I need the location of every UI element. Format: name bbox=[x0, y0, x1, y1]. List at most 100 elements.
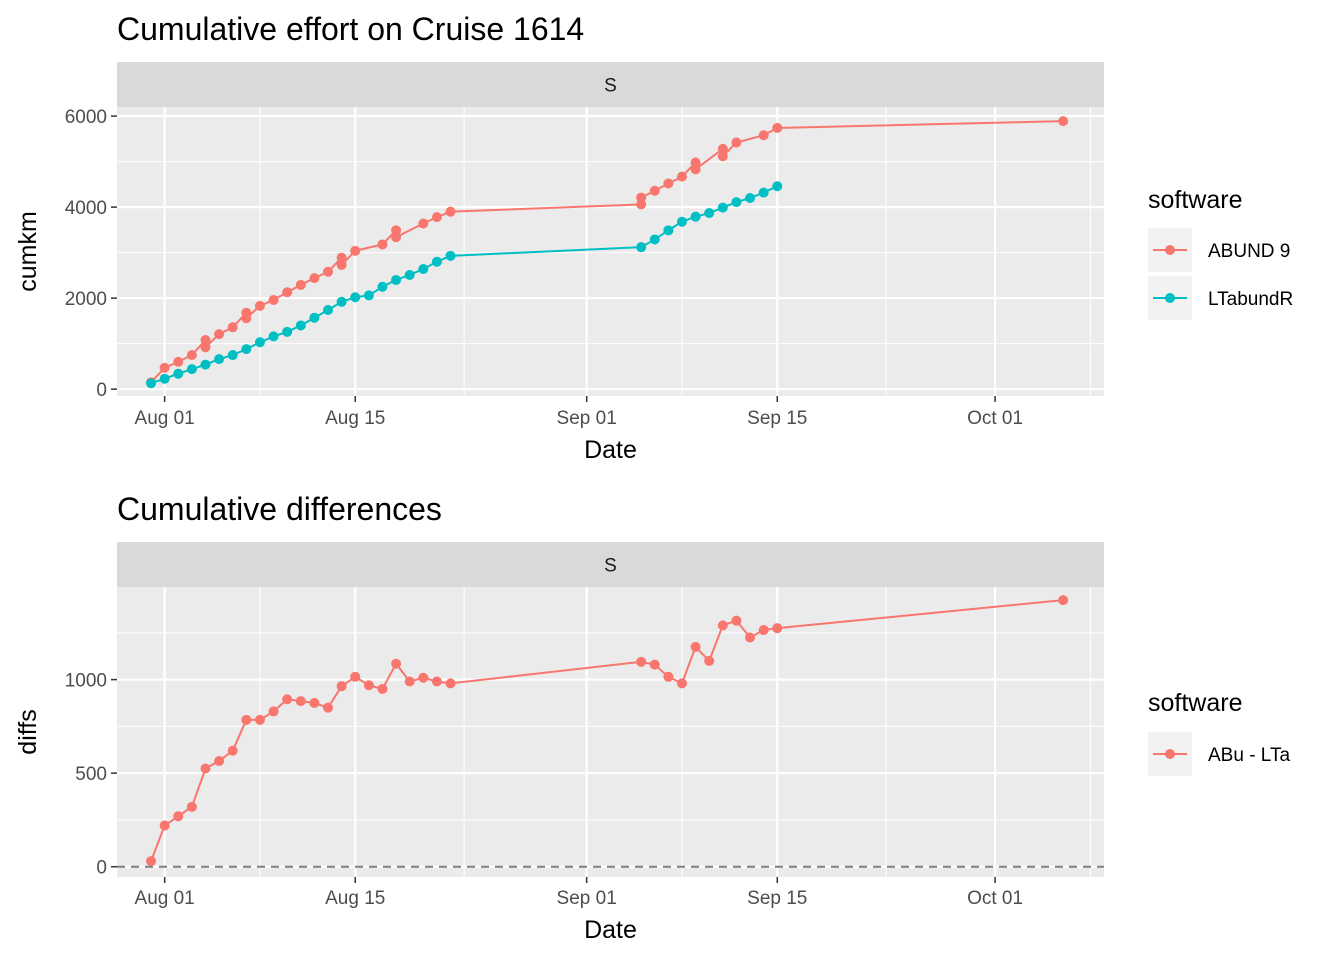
data-point bbox=[241, 344, 252, 355]
data-point bbox=[295, 279, 306, 290]
data-point bbox=[227, 322, 238, 333]
data-point bbox=[309, 273, 320, 284]
chart-panel-1: Cumulative effort on Cruise 1614 S 0 2000 40… bbox=[14, 11, 1293, 464]
data-point bbox=[363, 290, 374, 301]
data-point bbox=[1058, 595, 1069, 606]
data-point bbox=[159, 820, 170, 831]
data-point bbox=[173, 368, 184, 379]
data-point bbox=[391, 232, 402, 243]
data-point bbox=[418, 672, 429, 683]
data-point bbox=[731, 615, 742, 626]
data-point bbox=[717, 620, 728, 631]
data-point bbox=[214, 354, 225, 365]
y-tick-label: 0 bbox=[96, 380, 107, 401]
plot-panel bbox=[117, 107, 1104, 396]
x-tick-label: Aug 01 bbox=[135, 888, 195, 909]
data-point bbox=[745, 632, 756, 643]
data-point bbox=[309, 698, 320, 708]
facet-strip bbox=[117, 542, 1104, 587]
data-point bbox=[282, 694, 293, 705]
y-tick-label: 2000 bbox=[65, 289, 107, 310]
x-tick-label: Oct 01 bbox=[967, 888, 1023, 909]
data-point bbox=[200, 763, 211, 774]
data-point bbox=[295, 320, 306, 331]
data-point bbox=[363, 680, 374, 691]
data-point bbox=[295, 696, 306, 707]
data-point bbox=[649, 185, 660, 196]
data-point bbox=[173, 811, 184, 822]
x-tick-label: Sep 15 bbox=[747, 888, 807, 909]
data-point bbox=[241, 313, 252, 324]
data-point bbox=[336, 259, 347, 270]
data-point bbox=[173, 356, 184, 367]
data-point bbox=[418, 218, 429, 229]
data-point bbox=[431, 676, 442, 687]
data-point bbox=[200, 335, 211, 346]
data-point bbox=[214, 329, 225, 340]
data-point bbox=[214, 756, 225, 766]
data-point bbox=[404, 676, 415, 687]
data-point bbox=[186, 364, 197, 375]
data-point bbox=[159, 362, 170, 373]
data-point bbox=[159, 373, 170, 384]
series-ltabundr bbox=[146, 181, 783, 389]
series-abund-9 bbox=[146, 116, 1069, 388]
data-point bbox=[323, 702, 334, 713]
data-point bbox=[676, 678, 687, 689]
data-point bbox=[377, 239, 388, 250]
x-tick-label: Sep 01 bbox=[557, 888, 617, 909]
data-point bbox=[717, 151, 728, 162]
y-tick-label: 0 bbox=[96, 858, 107, 879]
x-tick-label: Sep 15 bbox=[747, 408, 807, 429]
legend-label: ABu - LTa bbox=[1208, 745, 1290, 766]
data-point bbox=[445, 678, 456, 689]
legend-label: ABUND 9 bbox=[1208, 241, 1290, 262]
data-point bbox=[663, 178, 674, 189]
data-point bbox=[717, 143, 728, 154]
data-point bbox=[717, 202, 728, 213]
data-point bbox=[391, 274, 402, 285]
y-tick-label: 1000 bbox=[65, 671, 107, 692]
data-point bbox=[350, 292, 361, 303]
legend-key-point bbox=[1165, 293, 1175, 303]
y-tick-label: 6000 bbox=[65, 107, 107, 128]
data-point bbox=[745, 193, 756, 204]
data-point bbox=[200, 342, 211, 353]
series-line bbox=[150, 185, 778, 385]
data-point bbox=[445, 206, 456, 217]
data-point bbox=[431, 256, 442, 267]
data-point bbox=[241, 714, 252, 725]
legend: software ABu - LTa bbox=[1148, 689, 1290, 776]
data-point bbox=[649, 234, 660, 245]
data-point bbox=[704, 208, 715, 219]
data-point bbox=[404, 269, 415, 280]
data-point bbox=[309, 312, 320, 323]
y-tick-label: 500 bbox=[75, 764, 107, 785]
data-point bbox=[336, 681, 347, 692]
data-point bbox=[663, 671, 674, 682]
data-point bbox=[690, 164, 701, 175]
data-point bbox=[282, 326, 293, 337]
data-point bbox=[676, 171, 687, 182]
data-point bbox=[690, 211, 701, 222]
y-tick-label: 4000 bbox=[65, 198, 107, 219]
x-tick-label: Aug 15 bbox=[325, 888, 385, 909]
facet-strip-label: S bbox=[604, 556, 617, 577]
y-axis-title: cumkm bbox=[14, 211, 42, 292]
data-point bbox=[227, 350, 238, 361]
data-point bbox=[336, 296, 347, 307]
legend-title: software bbox=[1148, 186, 1242, 214]
data-point bbox=[227, 745, 238, 756]
chart-title: Cumulative effort on Cruise 1614 bbox=[117, 11, 584, 47]
data-point bbox=[690, 641, 701, 652]
plot-panel bbox=[117, 587, 1104, 877]
data-point bbox=[323, 304, 334, 315]
data-point bbox=[186, 801, 197, 812]
data-point bbox=[377, 281, 388, 292]
data-point bbox=[377, 683, 388, 694]
data-point bbox=[350, 671, 361, 682]
x-tick-label: Aug 01 bbox=[135, 408, 195, 429]
series-abu-lta bbox=[146, 595, 1069, 867]
data-point bbox=[758, 187, 769, 198]
